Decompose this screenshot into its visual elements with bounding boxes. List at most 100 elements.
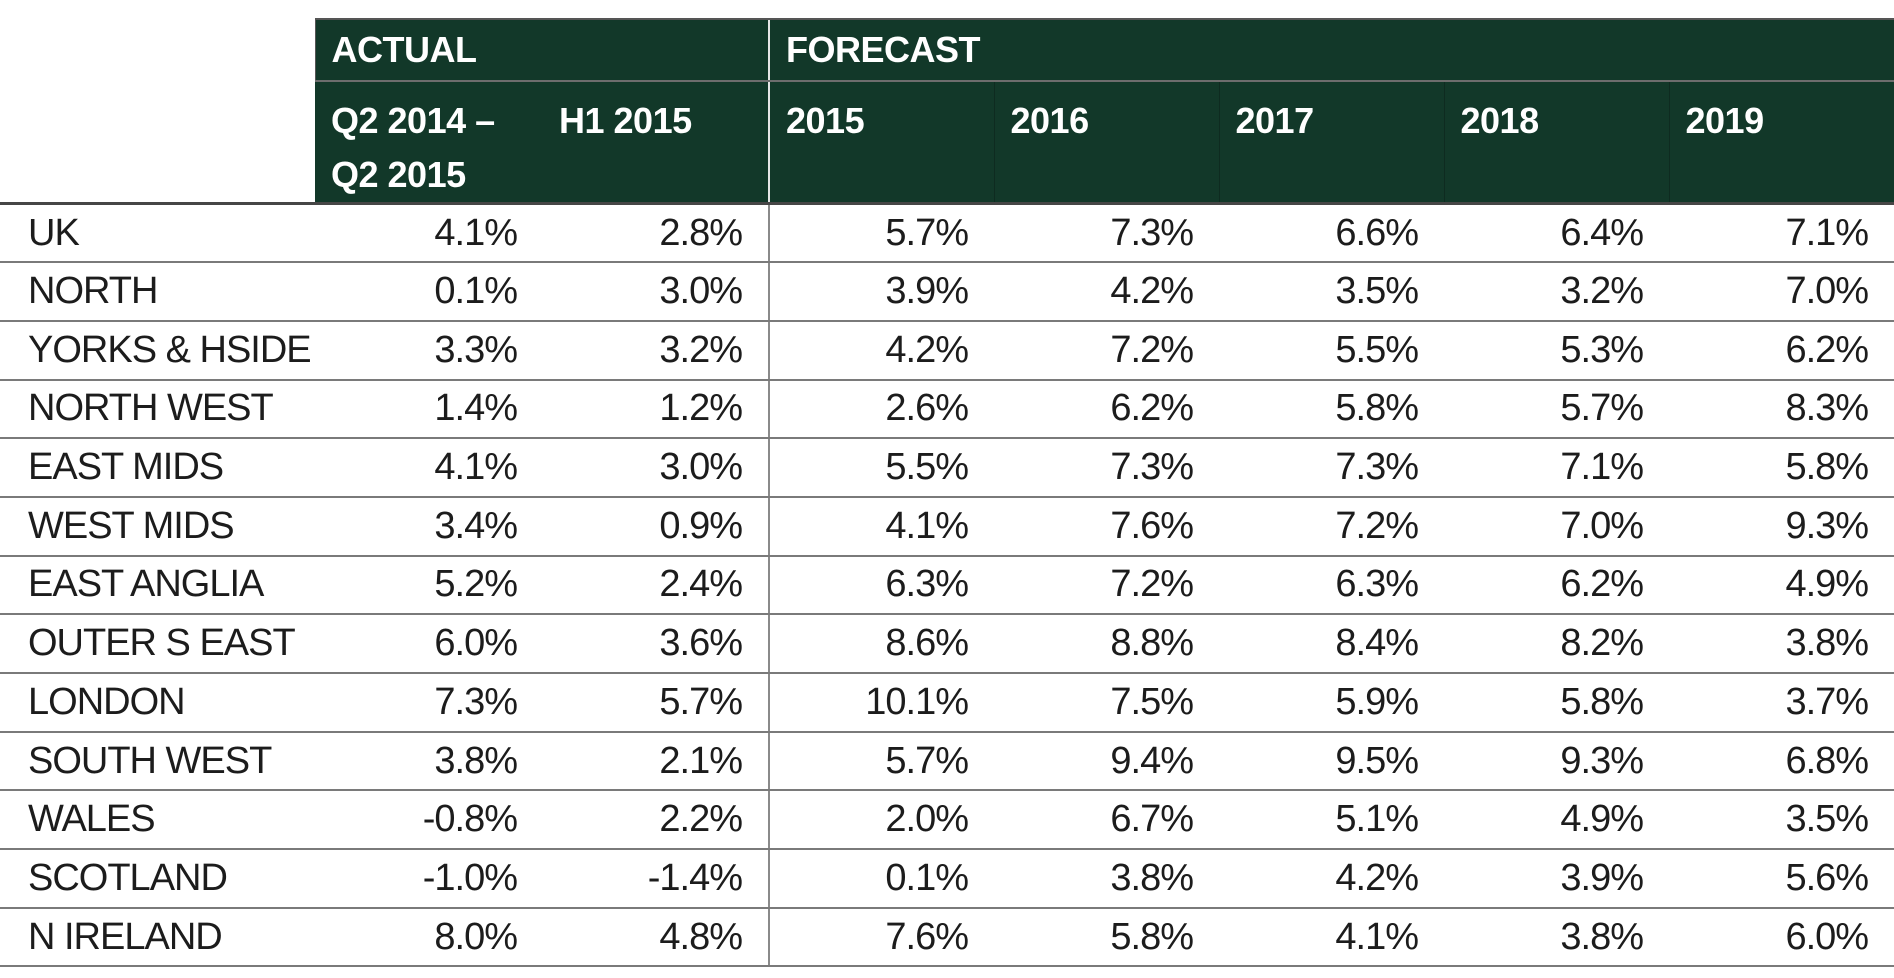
forecast-value-cell: 3.9% [1444,849,1670,909]
forecast-value-cell: 4.2% [1219,849,1445,909]
actual-value-cell: 4.8% [543,907,770,968]
region-cell: OUTER S EAST [0,614,315,674]
forecast-value-cell: 5.8% [1444,673,1670,733]
forecast-value-cell: 7.2% [994,320,1220,381]
forecast-value-cell: 3.8% [1669,614,1894,674]
forecast-value-cell: 6.2% [1669,320,1894,381]
region-cell: EAST ANGLIA [0,555,315,616]
forecast-value-cell: 8.8% [994,614,1220,674]
forecast-value-cell: 7.0% [1444,496,1670,557]
forecast-value-cell: 6.7% [994,790,1220,851]
table-row: SCOTLAND -1.0% -1.4% 0.1% 3.8% 4.2% 3.9% 5.6% [0,849,1894,909]
region-cell: WALES [0,790,315,851]
forecast-value-cell: 6.2% [994,379,1220,440]
forecast-value-cell: 5.8% [994,907,1220,968]
forecast-value-cell: 6.3% [768,555,995,616]
table-row: LONDON 7.3% 5.7% 10.1% 7.5% 5.9% 5.8% 3.7% [0,673,1894,733]
forecast-value-cell: 6.2% [1444,555,1670,616]
forecast-value-cell: 8.2% [1444,614,1670,674]
actual-value-cell: 0.9% [543,496,770,557]
forecast-value-cell: 3.7% [1669,673,1894,733]
actual-value-cell: 5.2% [315,555,543,616]
table-row: WALES -0.8% 2.2% 2.0% 6.7% 5.1% 4.9% 3.5% [0,790,1894,851]
column-header-q2-2014-q2-2015: Q2 2014 – Q2 2015 [315,81,543,205]
forecast-value-cell: 5.7% [768,731,995,792]
actual-value-cell: 1.4% [315,379,543,440]
region-cell: EAST MIDS [0,438,315,498]
forecast-value-cell: 9.3% [1444,731,1670,792]
forecast-value-cell: 3.2% [1444,262,1670,322]
region-cell: SCOTLAND [0,849,315,909]
column-header-row: Q2 2014 – Q2 2015 H1 2015 2015 2016 2017 … [0,81,1894,205]
forecast-value-cell: 5.7% [768,203,995,264]
forecast-value-cell: 6.6% [1219,203,1445,264]
actual-value-cell: 3.2% [543,320,770,381]
section-header-row: ACTUAL FORECAST [0,18,1894,82]
column-header-2018: 2018 [1443,81,1670,205]
forecast-value-cell: 9.5% [1219,731,1445,792]
actual-value-cell: 7.3% [315,673,543,733]
actual-value-cell: 4.1% [315,438,543,498]
forecast-value-cell: 4.1% [1219,907,1445,968]
forecast-value-cell: 5.8% [1669,438,1894,498]
q2-range-line2: Q2 2015 [331,154,466,195]
region-cell: LONDON [0,673,315,733]
forecast-value-cell: 9.3% [1669,496,1894,557]
forecast-value-cell: 5.5% [1219,320,1445,381]
actual-value-cell: 1.2% [543,379,770,440]
forecast-value-cell: 5.3% [1444,320,1670,381]
forecast-value-cell: 5.9% [1219,673,1445,733]
region-cell: SOUTH WEST [0,731,315,792]
actual-section-header: ACTUAL [314,18,770,82]
table-row: WEST MIDS 3.4% 0.9% 4.1% 7.6% 7.2% 7.0% 9.3% [0,496,1894,557]
forecast-value-cell: 6.4% [1444,203,1670,264]
forecast-value-cell: 6.8% [1669,731,1894,792]
forecast-section-header: FORECAST [768,18,1894,82]
regional-forecast-table: ACTUAL FORECAST Q2 2014 – Q2 2015 H1 2015… [0,18,1894,968]
forecast-value-cell: 4.2% [768,320,995,381]
table-row: YORKS & HSIDE 3.3% 3.2% 4.2% 7.2% 5.5% 5.3% 6.2… [0,320,1894,381]
forecast-value-cell: 7.3% [1219,438,1445,498]
table-header: ACTUAL FORECAST Q2 2014 – Q2 2015 H1 2015… [0,18,1894,205]
forecast-value-cell: 6.0% [1669,907,1894,968]
region-cell: NORTH WEST [0,379,315,440]
forecast-value-cell: 8.6% [768,614,995,674]
forecast-value-cell: 3.5% [1219,262,1445,322]
forecast-value-cell: 4.9% [1444,790,1670,851]
table-row: SOUTH WEST 3.8% 2.1% 5.7% 9.4% 9.5% 9.3% 6.8% [0,731,1894,792]
column-header-2017: 2017 [1218,81,1445,205]
forecast-value-cell: 4.2% [994,262,1220,322]
actual-value-cell: 4.1% [315,203,543,264]
forecast-value-cell: 7.2% [994,555,1220,616]
table-row: NORTH 0.1% 3.0% 3.9% 4.2% 3.5% 3.2% 7.0% [0,262,1894,322]
forecast-value-cell: 0.1% [768,849,995,909]
forecast-value-cell: 7.1% [1444,438,1670,498]
column-header-2016: 2016 [993,81,1220,205]
forecast-value-cell: 7.0% [1669,262,1894,322]
forecast-value-cell: 5.5% [768,438,995,498]
corner-cell [0,81,315,205]
forecast-value-cell: 7.6% [994,496,1220,557]
forecast-value-cell: 5.7% [1444,379,1670,440]
column-header-2015: 2015 [768,81,995,205]
forecast-value-cell: 7.2% [1219,496,1445,557]
table-row: EAST MIDS 4.1% 3.0% 5.5% 7.3% 7.3% 7.1% 5.8% [0,438,1894,498]
forecast-value-cell: 5.1% [1219,790,1445,851]
table-row: EAST ANGLIA 5.2% 2.4% 6.3% 7.2% 6.3% 6.2% 4.9% [0,555,1894,616]
table-row: NORTH WEST 1.4% 1.2% 2.6% 6.2% 5.8% 5.7% 8.3% [0,379,1894,440]
forecast-value-cell: 3.5% [1669,790,1894,851]
actual-value-cell: -1.4% [543,849,770,909]
actual-value-cell: 3.4% [315,496,543,557]
actual-value-cell: 3.6% [543,614,770,674]
forecast-value-cell: 5.8% [1219,379,1445,440]
table-body: UK 4.1% 2.8% 5.7% 7.3% 6.6% 6.4% 7.1% NORTH 0.1% 3… [0,203,1894,968]
region-cell: N IRELAND [0,907,315,968]
forecast-value-cell: 3.8% [1444,907,1670,968]
column-header-2019: 2019 [1668,81,1894,205]
forecast-value-cell: 6.3% [1219,555,1445,616]
forecast-value-cell: 8.4% [1219,614,1445,674]
actual-value-cell: -0.8% [315,790,543,851]
actual-value-cell: -1.0% [315,849,543,909]
forecast-value-cell: 3.8% [994,849,1220,909]
actual-value-cell: 2.1% [543,731,770,792]
